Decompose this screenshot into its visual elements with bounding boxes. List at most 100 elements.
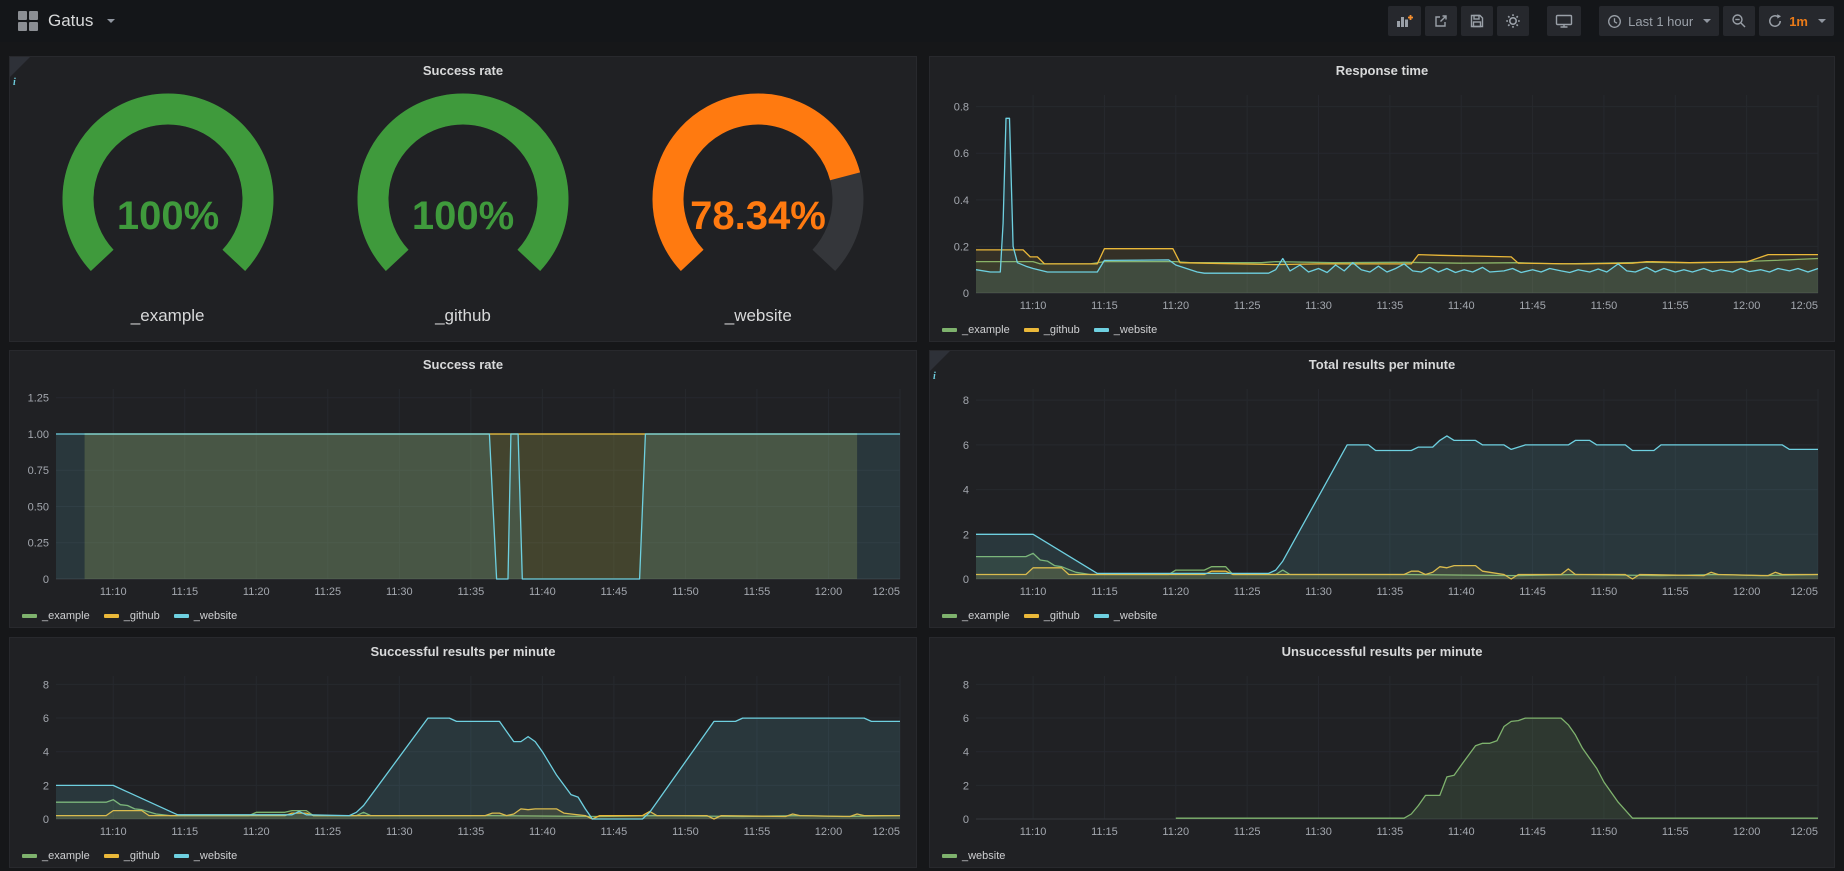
legend-swatch (942, 854, 957, 858)
x-tick-label: 11:30 (386, 586, 413, 598)
gauge-arc: 78.34% (613, 87, 903, 299)
y-tick-label: 0 (43, 574, 49, 586)
legend-item-_github[interactable]: _github (104, 850, 160, 862)
y-tick-label: 0 (963, 574, 969, 586)
panel-unsuccessful-results: Unsuccessful results per minute 11:1011:… (929, 637, 1835, 868)
clock-icon (1607, 14, 1622, 29)
x-tick-label: 11:55 (1662, 826, 1689, 838)
x-tick-label: 11:20 (243, 586, 270, 598)
settings-button[interactable] (1497, 6, 1529, 36)
panel-title[interactable]: Successful results per minute (10, 638, 916, 666)
series-area-_website (56, 718, 900, 819)
panel-response-time: Response time 11:1011:1511:2011:2511:301… (929, 56, 1835, 342)
series-area-_website (56, 434, 900, 579)
dashboard-title: Gatus (48, 11, 93, 31)
x-tick-label: 11:25 (1234, 586, 1261, 598)
x-tick-label: 11:15 (171, 826, 198, 838)
y-tick-label: 4 (963, 747, 969, 759)
gauge-label: _example (23, 306, 313, 326)
y-tick-label: 0.25 (28, 538, 49, 550)
panel-title[interactable]: Response time (930, 57, 1834, 85)
add-panel-button[interactable] (1388, 6, 1421, 36)
legend-item-_example[interactable]: _example (942, 610, 1010, 622)
panel-title[interactable]: Success rate (10, 351, 916, 379)
x-tick-label: 11:50 (1591, 826, 1618, 838)
cycle-view-button[interactable] (1547, 6, 1581, 36)
time-range-label: Last 1 hour (1628, 14, 1693, 29)
gear-icon (1505, 13, 1521, 29)
legend-item-_website[interactable]: _website (174, 850, 237, 862)
x-tick-label: 11:40 (1448, 586, 1475, 598)
refresh-interval-label: 1m (1789, 14, 1808, 29)
navbar-actions: Last 1 hour 1m (1384, 6, 1834, 36)
chart-legend: _example _github _website (22, 610, 237, 622)
x-tick-label: 12:00 (1733, 586, 1761, 598)
x-tick-label: 12:05 (1790, 826, 1818, 838)
x-tick-label: 11:50 (1591, 586, 1618, 598)
gauge-label: _website (613, 306, 903, 326)
legend-item-_website[interactable]: _website (942, 850, 1005, 862)
legend-swatch (22, 614, 37, 618)
zoom-out-icon (1731, 13, 1747, 29)
panel-info-icon[interactable]: i (930, 351, 950, 371)
legend-label: _example (42, 610, 90, 622)
legend-item-_example[interactable]: _example (22, 850, 90, 862)
refresh-button[interactable]: 1m (1759, 6, 1834, 36)
legend-swatch (1094, 614, 1109, 618)
legend-label: _example (42, 850, 90, 862)
time-range-button[interactable]: Last 1 hour (1599, 6, 1719, 36)
chart-legend: _example _github _website (942, 610, 1157, 622)
legend-item-_github[interactable]: _github (1024, 324, 1080, 336)
x-tick-label: 11:55 (1662, 300, 1689, 312)
legend-item-_github[interactable]: _github (104, 610, 160, 622)
dashboard-picker[interactable]: Gatus (10, 7, 123, 35)
share-button[interactable] (1425, 6, 1457, 36)
legend-item-_example[interactable]: _example (942, 324, 1010, 336)
panel-title[interactable]: Success rate (10, 57, 916, 85)
legend-item-_website[interactable]: _website (1094, 324, 1157, 336)
y-tick-label: 0.75 (28, 465, 49, 477)
x-tick-label: 12:00 (1733, 300, 1761, 312)
y-tick-label: 6 (963, 440, 969, 452)
legend-item-_github[interactable]: _github (1024, 610, 1080, 622)
y-tick-label: 2 (963, 780, 969, 792)
legend-label: _website (1114, 324, 1157, 336)
legend-item-_website[interactable]: _website (1094, 610, 1157, 622)
x-tick-label: 11:25 (1234, 826, 1261, 838)
gauge-_website: 78.34% _website (613, 87, 903, 326)
x-tick-label: 11:45 (1519, 586, 1546, 598)
gauge-group: 100%_example100%_github78.34%_website (10, 85, 916, 337)
x-tick-label: 11:15 (1091, 300, 1118, 312)
x-tick-label: 12:05 (872, 586, 900, 598)
legend-item-_example[interactable]: _example (22, 610, 90, 622)
x-tick-label: 11:45 (601, 826, 628, 838)
save-button[interactable] (1461, 6, 1493, 36)
x-tick-label: 11:50 (672, 586, 699, 598)
legend-swatch (1024, 328, 1039, 332)
y-tick-label: 2 (43, 780, 49, 792)
legend-label: _example (962, 610, 1010, 622)
gauge-arc: 100% (23, 87, 313, 299)
legend-item-_website[interactable]: _website (174, 610, 237, 622)
y-tick-label: 8 (43, 679, 49, 691)
x-tick-label: 11:45 (601, 586, 628, 598)
gauge-value: 100% (117, 194, 219, 238)
panel-info-icon[interactable]: i (10, 57, 30, 77)
x-tick-label: 12:00 (815, 586, 843, 598)
x-tick-label: 11:55 (1662, 586, 1689, 598)
legend-swatch (942, 614, 957, 618)
x-tick-label: 11:30 (386, 826, 413, 838)
x-tick-label: 11:40 (1448, 300, 1475, 312)
panel-title[interactable]: Total results per minute (930, 351, 1834, 379)
panel-title[interactable]: Unsuccessful results per minute (930, 638, 1834, 666)
x-tick-label: 11:30 (1305, 826, 1332, 838)
x-tick-label: 11:10 (100, 586, 127, 598)
x-tick-label: 11:50 (672, 826, 699, 838)
x-tick-label: 11:35 (457, 826, 484, 838)
x-tick-label: 11:45 (1519, 826, 1546, 838)
legend-swatch (174, 854, 189, 858)
x-tick-label: 11:35 (1377, 300, 1404, 312)
legend-swatch (104, 854, 119, 858)
zoom-out-button[interactable] (1723, 6, 1755, 36)
x-tick-label: 11:30 (1305, 586, 1332, 598)
